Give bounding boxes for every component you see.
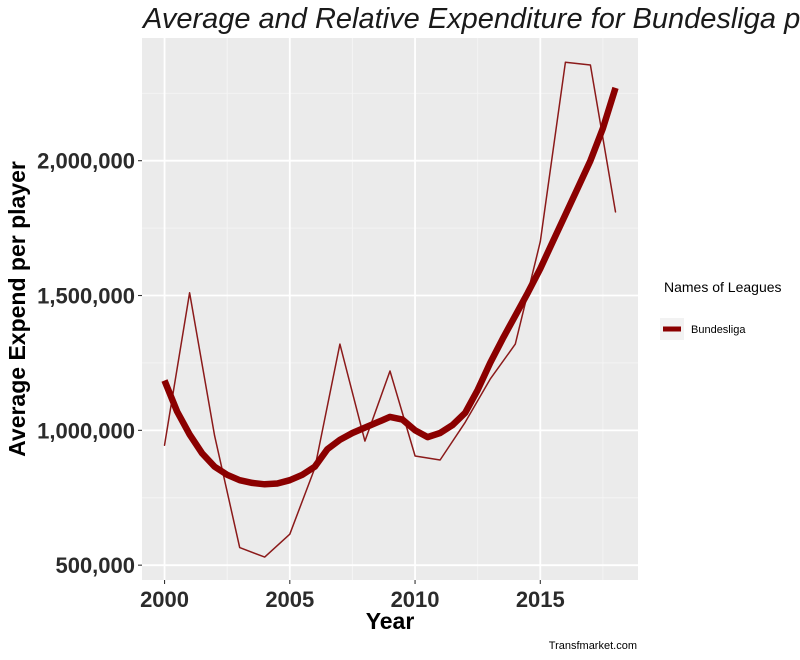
x-tick-label-2015: 2015: [516, 587, 565, 612]
y-tick-label-2000000: 2,000,000: [37, 149, 135, 174]
x-axis-title: Year: [366, 608, 415, 634]
x-tick-label-2005: 2005: [265, 587, 314, 612]
legend: Names of Leagues Bundesliga: [660, 279, 782, 340]
legend-title: Names of Leagues: [664, 279, 782, 295]
x-tick-label-2000: 2000: [140, 587, 189, 612]
grid-major: [142, 38, 638, 580]
series-layer: [161, 61, 619, 558]
y-axis-title: Average Expend per player: [4, 161, 30, 457]
chart-title: Average and Relative Expenditure for Bun…: [141, 3, 800, 35]
legend-label-bundesliga: Bundesliga: [691, 324, 746, 336]
caption: Transfmarket.com: [549, 640, 637, 652]
plot-panel: [142, 38, 638, 580]
x-axis: 2000 2005 2010 2015: [140, 580, 565, 612]
y-tick-label-1500000: 1,500,000: [37, 284, 135, 309]
x-tick-label-2010: 2010: [391, 587, 440, 612]
series-bundesliga-observed-line: [163, 61, 617, 558]
series-bundesliga-smoothed-line: [161, 86, 619, 488]
y-tick-label-500000: 500,000: [55, 553, 135, 578]
y-tick-label-1000000: 1,000,000: [37, 418, 135, 443]
y-axis: 500,000 1,000,000 1,500,000 2,000,000: [37, 149, 142, 578]
